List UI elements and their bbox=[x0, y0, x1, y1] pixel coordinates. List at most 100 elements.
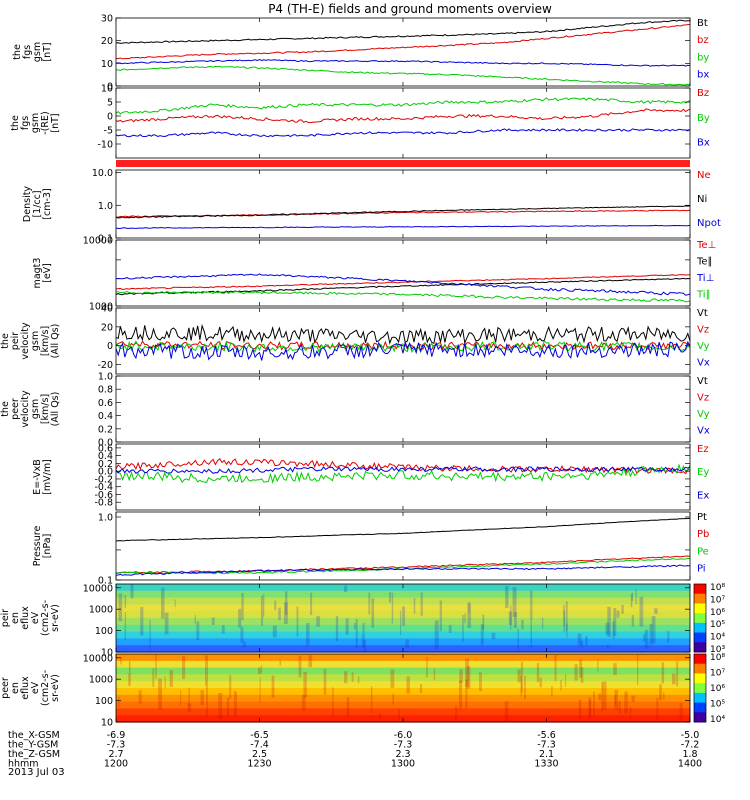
spectrogram-texture bbox=[371, 598, 375, 628]
spectrogram-texture bbox=[613, 607, 617, 637]
spectrogram-texture bbox=[455, 705, 458, 720]
colorbar-label: 10⁶ bbox=[710, 608, 725, 618]
spectrogram-texture bbox=[504, 701, 509, 722]
spectrogram-texture bbox=[656, 698, 659, 721]
y-axis-label-line: [1/cc] bbox=[32, 190, 43, 217]
y-tick-label: 100 bbox=[95, 696, 113, 707]
colorbar-frame bbox=[693, 653, 707, 723]
spectrogram-texture bbox=[206, 686, 208, 718]
colorbar-segment bbox=[694, 603, 706, 614]
spectrogram-texture bbox=[308, 655, 313, 668]
spectrogram-texture bbox=[616, 610, 620, 618]
spectrogram-texture bbox=[398, 708, 400, 721]
legend-entry: bx bbox=[697, 69, 709, 80]
series-line-by bbox=[116, 65, 691, 86]
series-line-ey bbox=[115, 463, 691, 484]
y-axis-label-line: Pressure bbox=[32, 526, 43, 567]
spectrogram-texture bbox=[283, 602, 288, 624]
y-axis-label: the fgs gsm -(RE) [nT] bbox=[10, 111, 61, 134]
y-axis-label-line: en bbox=[10, 612, 21, 624]
spectrogram-texture bbox=[512, 587, 517, 618]
spectrogram-texture bbox=[118, 593, 123, 622]
y-axis-label-line: [cm-3] bbox=[42, 188, 53, 219]
panel-frame bbox=[115, 17, 691, 87]
spectrogram-texture bbox=[164, 612, 169, 635]
y-tick-label: 100 bbox=[95, 626, 113, 637]
spectrogram-texture bbox=[510, 605, 512, 630]
spectrogram-texture bbox=[585, 635, 588, 646]
spectrogram-texture bbox=[629, 706, 632, 719]
spectrogram-texture bbox=[402, 606, 406, 626]
spectrogram-texture bbox=[196, 621, 200, 641]
spectrogram-texture bbox=[285, 591, 288, 615]
series-line-npot bbox=[115, 224, 691, 229]
spectrogram-band bbox=[116, 590, 690, 599]
spectrogram-texture bbox=[316, 616, 320, 627]
spectrogram-texture bbox=[560, 680, 562, 691]
legend-entry: Vy bbox=[697, 409, 710, 420]
spectrogram-texture bbox=[368, 592, 371, 615]
panel-5: 40 20 0 -20 the peir velocity gsm [km/s] (All Qs)… bbox=[0, 304, 710, 375]
spectrogram-band bbox=[116, 681, 690, 689]
spectrogram-texture bbox=[491, 632, 496, 640]
y-tick-label: 0.6 bbox=[98, 443, 113, 454]
colorbar-segment bbox=[694, 642, 706, 653]
time-axis-labels: the_X-GSMthe_Y-GSMthe_Z-GSMhhmm-6.9-7.32… bbox=[8, 730, 702, 770]
colorbar-segment bbox=[694, 613, 706, 624]
spectrogram-texture bbox=[520, 676, 522, 697]
colorbar-segment bbox=[694, 654, 706, 665]
series-line-pb bbox=[115, 555, 691, 575]
y-axis-label-line: velocity bbox=[20, 390, 31, 428]
legend-entry: Ez bbox=[697, 444, 709, 455]
spectrogram-texture bbox=[465, 679, 468, 709]
y-axis-label-line: [nT] bbox=[42, 42, 53, 61]
spectrogram-texture bbox=[612, 621, 615, 639]
legend-entry: Ti∥ bbox=[696, 290, 711, 301]
colorbar-label: 10⁸ bbox=[710, 583, 725, 593]
y-tick-label: 0.2 bbox=[98, 459, 113, 470]
spectrogram-texture bbox=[174, 599, 176, 607]
y-tick-label: 0.6 bbox=[98, 398, 113, 409]
series-line-pi bbox=[115, 564, 691, 576]
spectrogram-texture bbox=[310, 592, 313, 616]
spectrogram-texture bbox=[563, 610, 566, 633]
y-axis-label: the peer velocity gsm [km/s] (All Qs) bbox=[0, 390, 61, 428]
y-axis-label-line: en bbox=[10, 682, 21, 694]
series-line-bz bbox=[115, 24, 691, 60]
legend-entry: Bt bbox=[697, 18, 708, 29]
legend-entry: Ex bbox=[697, 490, 709, 501]
series-line-ti bbox=[115, 290, 691, 303]
spectrogram-texture bbox=[420, 592, 423, 616]
legend-entry: Vx bbox=[697, 358, 710, 369]
spectrogram-band bbox=[116, 667, 690, 675]
colorbar-segment bbox=[694, 692, 706, 704]
y-axis-label-line: [mV/m] bbox=[42, 459, 53, 495]
spectrogram-band bbox=[116, 624, 690, 633]
panel-8: 1.0 0.1 Pressure [nPa] Pt Pb Pe Pi bbox=[32, 511, 709, 587]
legend-entry: By bbox=[697, 113, 710, 124]
spectrogram-texture bbox=[362, 622, 365, 635]
panel-frame bbox=[115, 239, 691, 307]
spectrogram-texture bbox=[530, 620, 532, 648]
series-line-te bbox=[115, 277, 691, 296]
spectrogram-texture bbox=[434, 620, 439, 650]
time-axis-value: 2.5 bbox=[252, 749, 267, 760]
spectrogram-texture bbox=[479, 672, 482, 692]
y-tick-label: 1000 bbox=[89, 675, 113, 686]
spectrogram-texture bbox=[221, 625, 225, 634]
spectrogram-texture bbox=[536, 663, 540, 683]
y-tick-label: 1.0 bbox=[98, 372, 113, 383]
y-axis-label-line: gsm bbox=[30, 399, 41, 419]
spectrogram-texture bbox=[606, 644, 609, 650]
legend-entry: Pb bbox=[697, 529, 709, 540]
spectrogram-texture bbox=[161, 587, 165, 619]
spectrogram-texture bbox=[229, 675, 232, 700]
spectrogram-band bbox=[116, 597, 690, 605]
spectrogram-texture bbox=[242, 641, 246, 648]
spectrogram-texture bbox=[158, 678, 163, 710]
spectrogram-texture bbox=[278, 607, 281, 621]
spectrogram-texture bbox=[351, 672, 354, 683]
spectrogram-texture bbox=[462, 614, 464, 642]
y-axis-label: magt3 [eV] bbox=[32, 258, 53, 289]
y-axis-label-line: (All Qs) bbox=[50, 392, 61, 427]
